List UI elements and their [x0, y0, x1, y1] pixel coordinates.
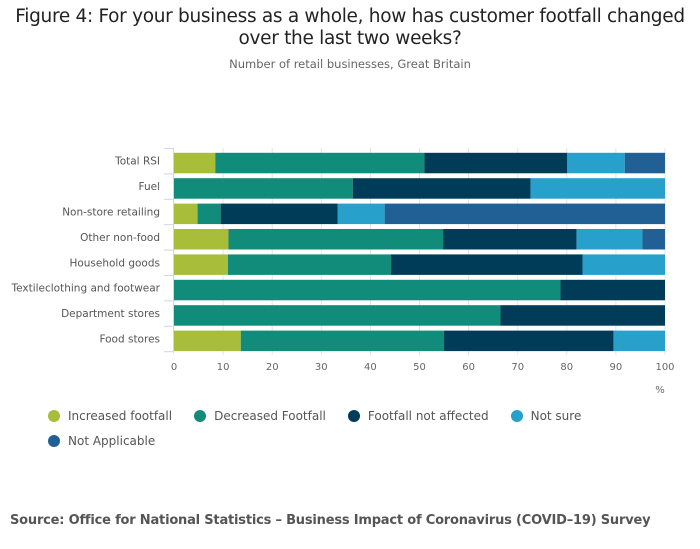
x-tick-label: 20 [266, 362, 279, 373]
bar-segment-footfall-not-affected [560, 279, 665, 301]
category-label: Fuel [139, 181, 161, 193]
x-tick-label: 60 [462, 362, 475, 373]
category-label: Other non-food [80, 232, 160, 244]
bar-segment-decreased-footfall [174, 178, 353, 199]
bar-segment-not-sure [582, 254, 665, 275]
bar-segment-not-sure [530, 178, 665, 199]
bar-segment-decreased-footfall [174, 279, 561, 301]
legend-swatch-icon [510, 410, 523, 422]
legend: Increased footfall Decreased Footfall Foot… [48, 406, 608, 456]
x-tick-label: 100 [655, 362, 674, 373]
legend-swatch-icon [194, 410, 207, 422]
bar-segment-footfall-not-affected [500, 305, 665, 326]
bar-segment-not-applicable [624, 152, 665, 174]
bar-segment-increased-footfall [174, 203, 198, 225]
bar-segment-not-sure [567, 152, 625, 174]
source-note: Source: Office for National Statistics –… [10, 513, 651, 528]
x-axis-ticks: 0 10 20 30 40 50 60 70 80 90 100 [171, 362, 675, 373]
legend-label: Not Applicable [68, 434, 156, 448]
bar-segment-footfall-not-affected [443, 229, 577, 250]
category-label: Household goods [69, 257, 160, 269]
legend-item[interactable]: Not sure [510, 406, 582, 426]
bar-segment-increased-footfall [174, 330, 241, 352]
legend-label: Decreased Footfall [214, 409, 326, 423]
bar-segment-decreased-footfall [228, 229, 444, 250]
bar-segment-decreased-footfall [174, 305, 501, 326]
legend-swatch-icon [48, 435, 60, 447]
y-axis: Total RSI Fuel Non-store retailing Other no… [10, 148, 174, 354]
bar-segment-increased-footfall [174, 254, 229, 275]
x-tick-label: 70 [511, 362, 524, 373]
bar-segment-increased-footfall [174, 229, 229, 250]
x-tick-label: 90 [610, 362, 623, 373]
stacked-bar-chart: Total RSI Fuel Non-store retailing Other no… [10, 148, 675, 396]
legend-label: Increased footfall [68, 409, 173, 423]
legend-swatch-icon [347, 410, 360, 422]
chart-title: Figure 4: For your business as a whole, … [15, 6, 685, 49]
bar-segment-increased-footfall [174, 152, 216, 174]
x-tick-label: 40 [364, 362, 377, 373]
bar-segment-not-sure [576, 229, 643, 250]
bar-segment-footfall-not-affected [220, 203, 338, 225]
bar-segment-decreased-footfall [197, 203, 221, 225]
bar-segment-decreased-footfall [228, 254, 392, 275]
category-label: Food stores [99, 334, 160, 346]
x-tick-label: 10 [217, 362, 230, 373]
bar-segment-footfall-not-affected [391, 254, 583, 275]
bar-segment-not-sure [613, 330, 665, 352]
bar-segment-not-applicable [384, 203, 665, 225]
bar-segment-footfall-not-affected [444, 330, 614, 352]
x-axis-unit-label: % [655, 385, 665, 396]
legend-item[interactable]: Footfall not affected [347, 406, 489, 426]
chart-subtitle: Number of retail businesses, Great Brita… [229, 57, 471, 71]
x-tick-label: 50 [413, 362, 426, 373]
legend-item[interactable]: Increased footfall [48, 406, 172, 426]
category-label: Non-store retailing [62, 207, 160, 219]
legend-label: Footfall not affected [367, 409, 489, 423]
bar-segment-footfall-not-affected [352, 178, 531, 199]
bars [174, 152, 665, 352]
category-label: Total RSI [114, 156, 160, 168]
bar-segment-decreased-footfall [240, 330, 445, 352]
legend-swatch-icon [48, 410, 60, 422]
bar-segment-not-sure [337, 203, 385, 225]
bar-segment-footfall-not-affected [424, 152, 568, 174]
category-label: Textileclothing and footwear [10, 283, 160, 295]
x-tick-label: 0 [171, 362, 177, 373]
bar-segment-decreased-footfall [215, 152, 425, 174]
legend-label: Not sure [530, 409, 582, 423]
x-tick-label: 80 [560, 362, 573, 373]
legend-item[interactable]: Not Applicable [48, 431, 155, 451]
category-label: Department stores [61, 308, 160, 320]
legend-item[interactable]: Decreased Footfall [194, 406, 326, 426]
bar-segment-not-applicable [642, 229, 665, 250]
x-tick-label: 30 [315, 362, 328, 373]
